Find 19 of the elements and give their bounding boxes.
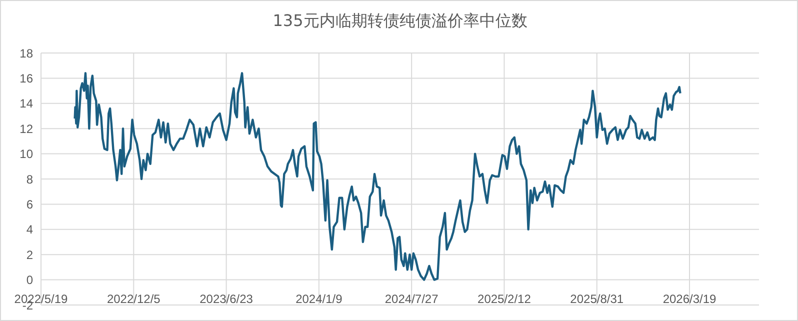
x-tick-label: 2022/12/5 bbox=[106, 292, 161, 306]
y-tick-label: 2 bbox=[26, 248, 34, 262]
y-tick-label: 12 bbox=[20, 122, 34, 136]
y-tick-label: 6 bbox=[26, 197, 34, 212]
y-tick-label: 8 bbox=[26, 172, 34, 186]
y-tick-label: 18 bbox=[20, 46, 34, 60]
x-tick-label: 2025/2/12 bbox=[478, 292, 532, 306]
y-tick-label: 10 bbox=[20, 147, 34, 162]
y-tick-label: 14 bbox=[20, 96, 34, 111]
y-tick-label: 0 bbox=[26, 273, 34, 288]
x-tick-label: 2024/7/27 bbox=[384, 292, 439, 306]
line-series bbox=[74, 72, 682, 281]
chart-title: 135元内临期转债纯债溢价率中位数 bbox=[272, 11, 528, 32]
x-tick-label: 2024/1/9 bbox=[296, 292, 343, 306]
x-tick-label: 2023/6/23 bbox=[200, 292, 254, 306]
y-tick-label: 4 bbox=[26, 222, 34, 237]
y-tick-label: 16 bbox=[20, 71, 34, 86]
x-tick-label: 2025/8/31 bbox=[570, 292, 624, 306]
x-tick-label: 2026/3/19 bbox=[662, 292, 717, 306]
